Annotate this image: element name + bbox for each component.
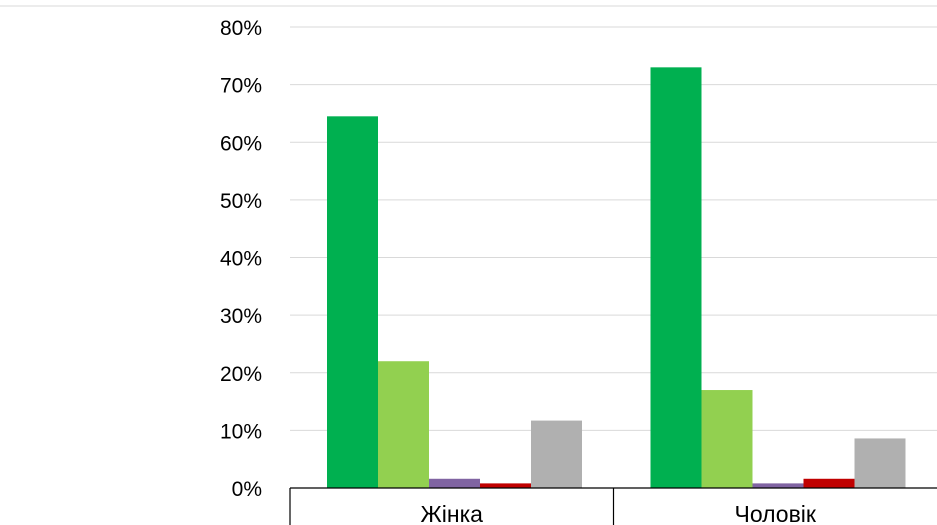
y-tick-label: 0% — [232, 478, 262, 501]
bars — [327, 67, 906, 489]
y-tick-label: 40% — [220, 248, 262, 271]
y-tick-label: 80% — [220, 17, 262, 40]
bar — [480, 483, 531, 488]
bar — [327, 116, 378, 488]
bar — [803, 478, 855, 488]
bar — [752, 483, 804, 488]
bar — [650, 67, 702, 489]
x-axis: Жінка Чоловік — [289, 487, 937, 525]
bar — [429, 478, 480, 488]
bar — [854, 438, 906, 488]
y-tick-label: 50% — [220, 190, 262, 213]
x-category-label: Жінка — [421, 501, 484, 525]
y-tick-label: 10% — [220, 420, 262, 443]
y-tick-label: 20% — [220, 363, 262, 386]
y-axis-tick-labels: 0% 10% 20% 30% 40% 50% 60% 70% 80% — [220, 17, 262, 501]
y-tick-label: 60% — [220, 132, 262, 155]
bar — [531, 420, 582, 488]
x-category-label: Чоловік — [735, 501, 817, 525]
y-tick-label: 30% — [220, 305, 262, 328]
bar — [701, 390, 753, 488]
y-tick-label: 70% — [220, 75, 262, 98]
bar — [378, 361, 429, 488]
